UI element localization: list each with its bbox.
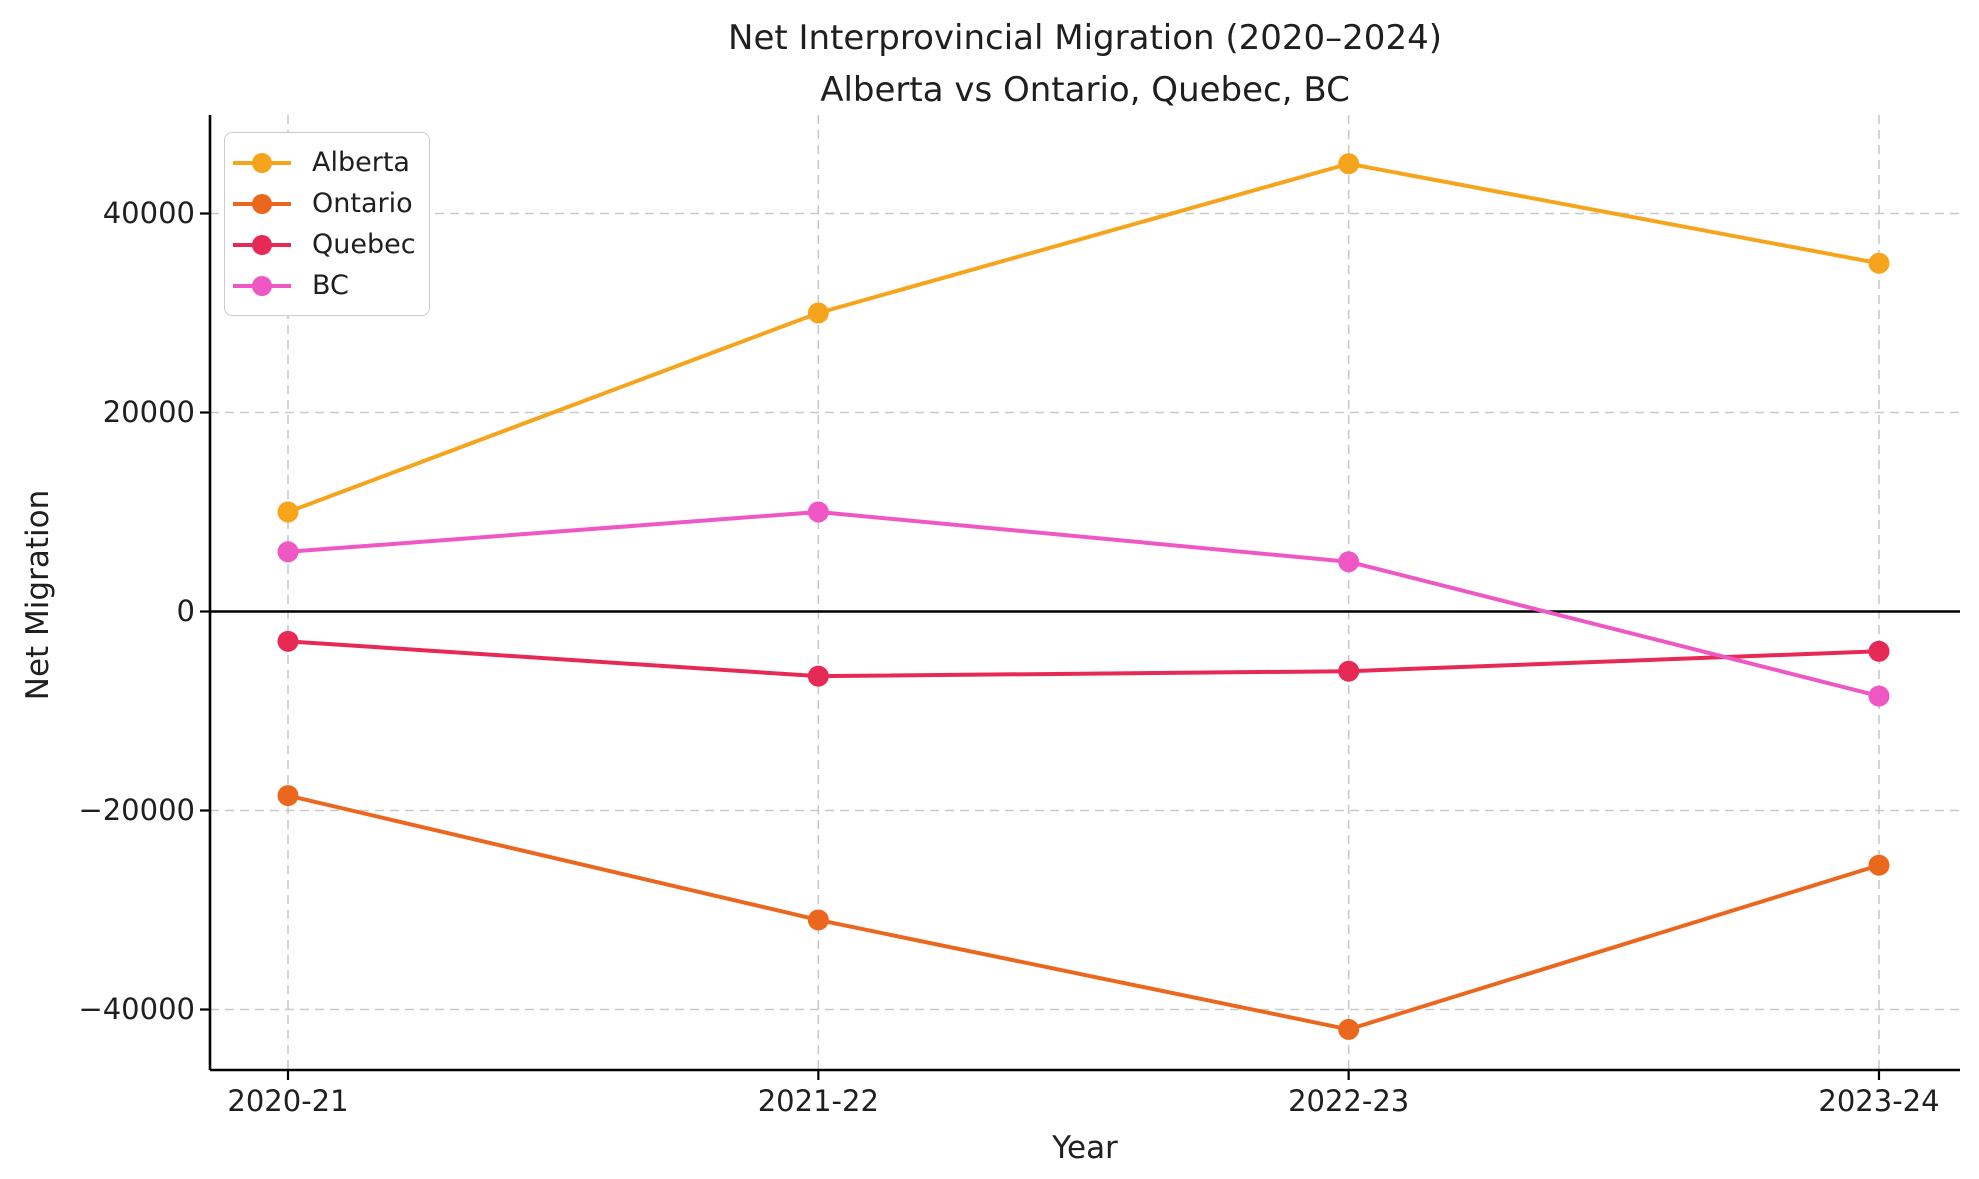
data-point-alberta [807,302,829,324]
data-point-bc [807,501,829,523]
series-line-alberta [287,161,1880,514]
data-point-ontario [277,785,299,807]
x-tick-label: 2022-23 [1288,1084,1410,1118]
chart-title: Net Interprovincial Migration (2020–2024… [210,12,1960,116]
data-point-alberta [1868,252,1890,274]
data-point-quebec [1868,640,1890,662]
legend: Alberta Ontario Quebec BC [224,132,430,316]
series-line-quebec [287,639,1880,679]
legend-item-ontario: Ontario [231,183,429,224]
legend-marker-icon [252,275,272,296]
legend-swatch-icon [233,234,291,256]
data-point-quebec [277,630,299,652]
legend-label: Quebec [312,229,416,260]
data-point-alberta [1338,153,1360,175]
legend-swatch-icon [233,152,291,174]
x-tick-label: 2021-22 [757,1084,879,1118]
y-tick-label: −40000 [78,991,195,1026]
data-point-quebec [1338,660,1360,682]
x-tick-label: 2023-24 [1818,1084,1940,1118]
legend-swatch-icon [233,193,291,215]
legend-marker-icon [252,193,272,214]
data-point-bc [1338,551,1360,573]
legend-marker-icon [252,152,272,173]
legend-item-alberta: Alberta [231,142,429,183]
y-tick-label: 20000 [102,394,195,429]
legend-item-bc: BC [231,265,429,306]
series-line-bc [287,510,1880,699]
y-tick-label: 0 [176,593,195,628]
series-line-ontario [287,793,1880,1032]
legend-marker-icon [252,234,272,255]
data-point-ontario [1868,854,1890,876]
chart-title-line2: Alberta vs Ontario, Quebec, BC [820,70,1350,110]
data-point-alberta [277,501,299,523]
legend-item-quebec: Quebec [231,224,429,265]
data-point-ontario [1338,1018,1360,1040]
chart-title-line1: Net Interprovincial Migration (2020–2024… [728,18,1442,58]
data-point-bc [1868,685,1890,707]
legend-swatch-icon [233,275,291,297]
data-point-bc [277,541,299,563]
y-tick-label: −20000 [78,792,195,827]
x-axis-label: Year [1052,1130,1118,1166]
data-point-ontario [807,909,829,931]
legend-label: Ontario [312,188,413,219]
legend-label: BC [312,270,349,301]
x-tick-label: 2020-21 [227,1084,349,1118]
data-point-quebec [807,665,829,687]
legend-label: Alberta [312,147,410,178]
y-tick-label: 40000 [102,195,195,230]
